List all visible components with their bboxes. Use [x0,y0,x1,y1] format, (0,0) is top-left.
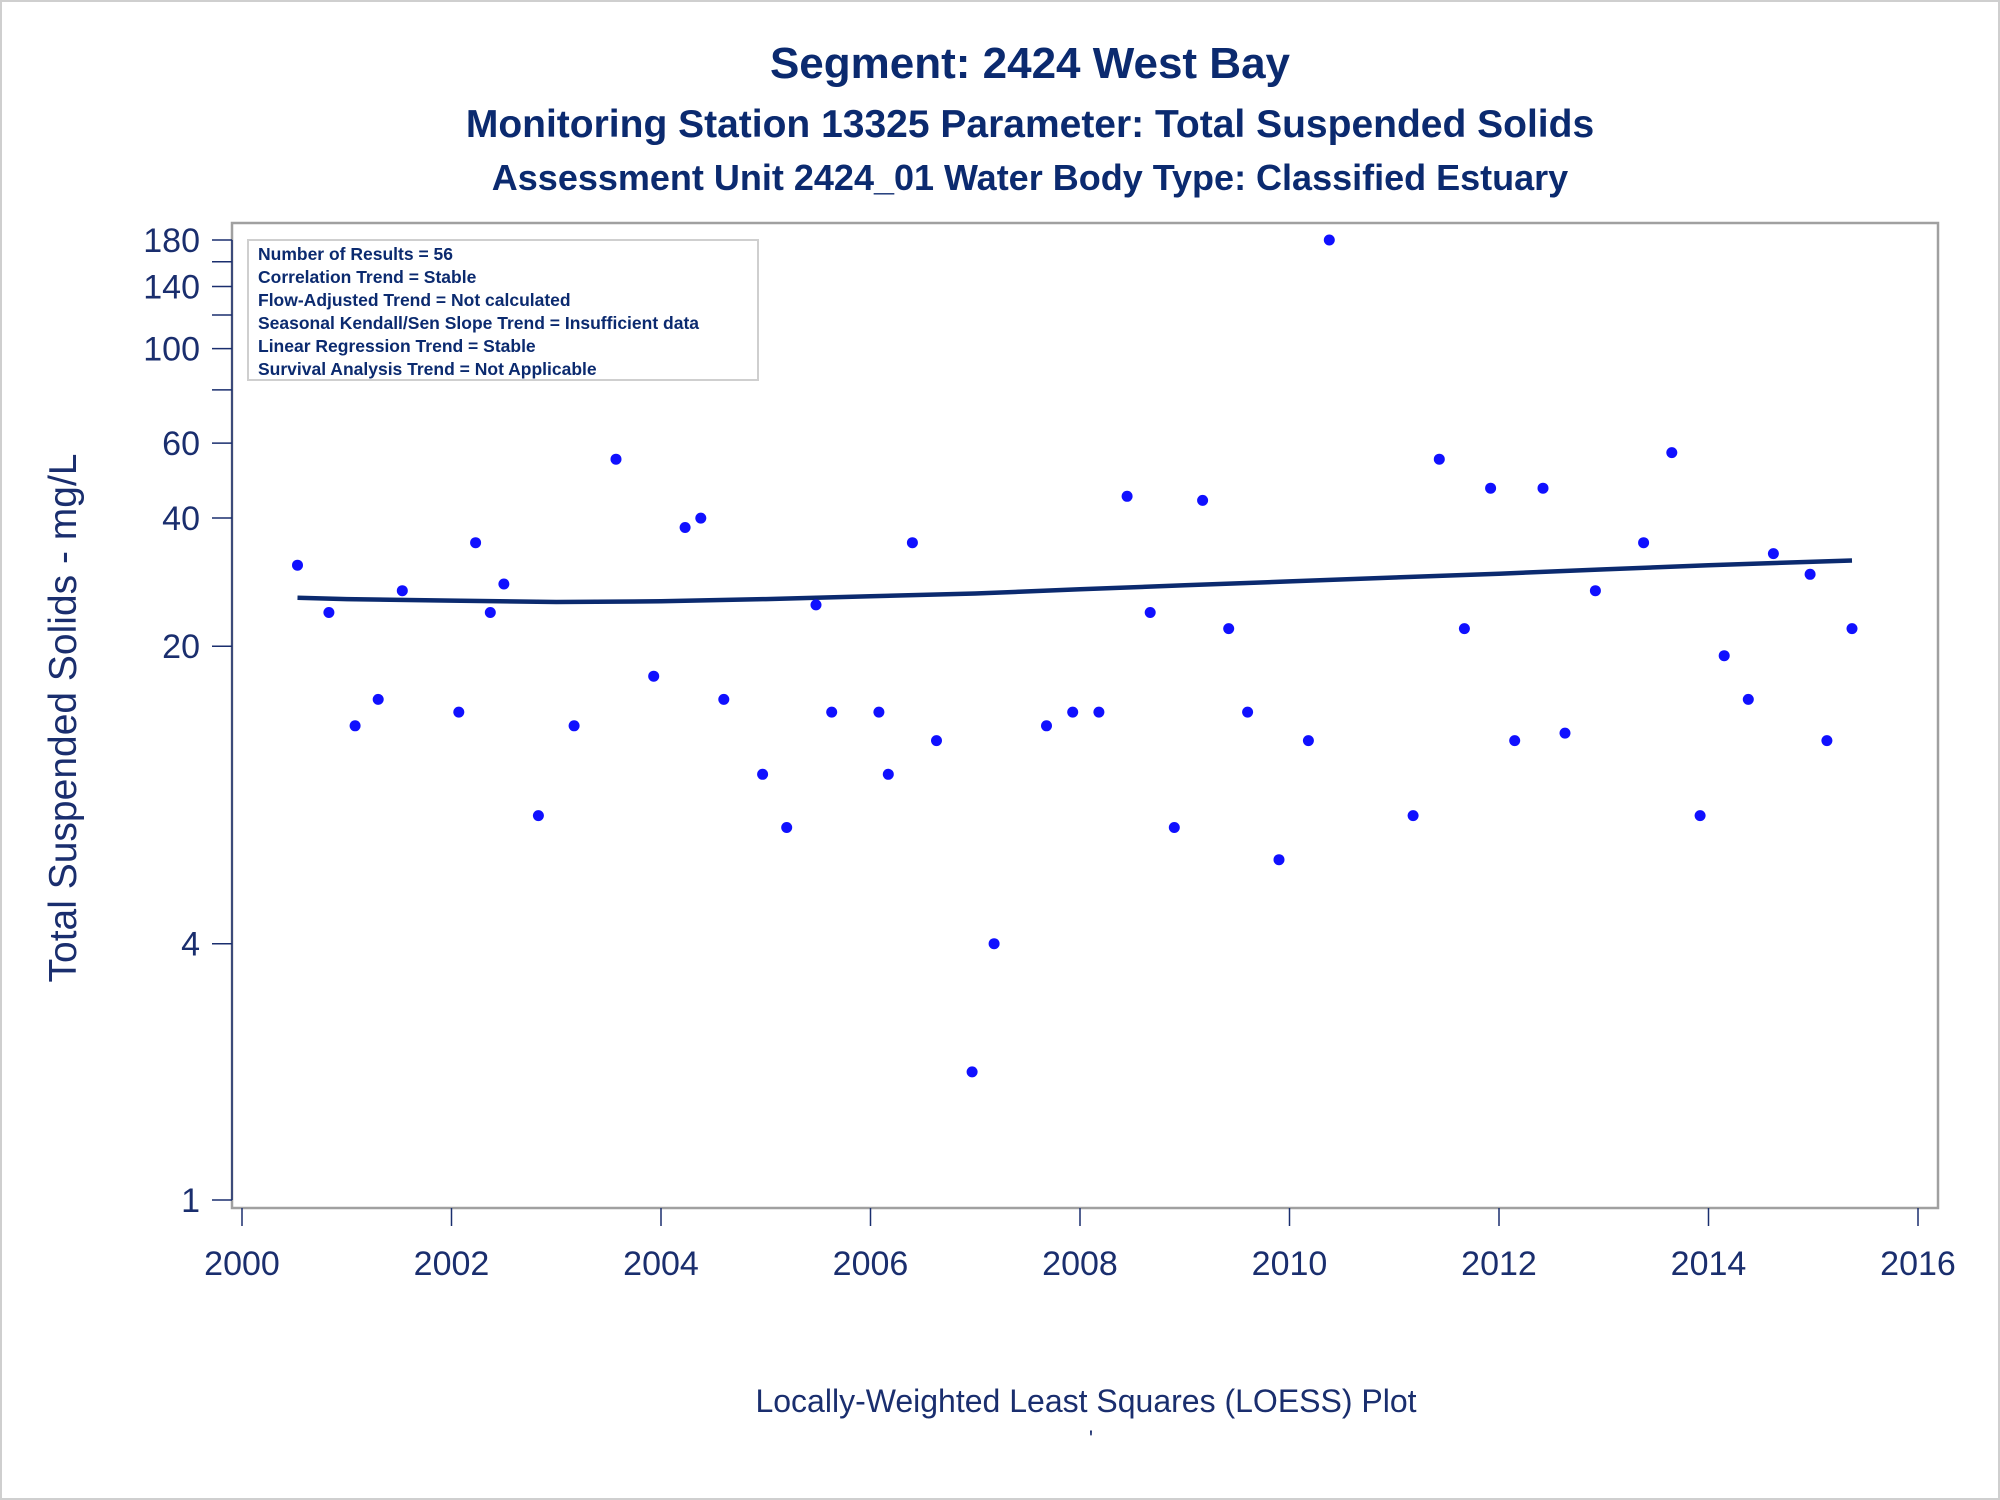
y-tick-label: 140 [143,268,200,306]
data-point [1638,537,1650,549]
data-point [931,735,942,747]
data-point [1433,453,1445,465]
data-point [1718,650,1730,662]
stats-box-lines: Number of Results = 56 Correlation Trend … [258,244,699,379]
x-tick-label: 2012 [1461,1245,1537,1283]
data-point [610,453,622,465]
data-point [1666,447,1678,459]
data-point [679,522,691,533]
chart-subtitle-2: Assessment Unit 2424_01 Water Body Type:… [492,157,1568,198]
data-point [1694,810,1706,822]
data-points-layer [292,234,1858,1078]
data-point [484,607,496,618]
x-tick-label: 2000 [204,1245,280,1283]
stats-line: Flow-Adjusted Trend = Not calculated [258,290,571,310]
stats-box [247,239,759,381]
y-tick-label: 60 [162,425,200,463]
data-point [1093,706,1105,718]
x-axis: 2000 2002 2004 2006 2008 2010 2012 2014 2016 [204,1208,1956,1283]
data-point [826,706,838,718]
stats-line: Number of Results = 56 [258,244,453,264]
data-point [1821,735,1833,747]
data-point [1485,482,1497,494]
y-tick-label: 100 [143,331,200,369]
x-tick-label: 2010 [1252,1245,1328,1283]
data-point [718,693,730,705]
data-point [372,693,384,705]
data-point [966,1066,978,1078]
data-point [1041,720,1052,732]
data-point [781,822,793,833]
data-point [1302,735,1314,747]
data-point [1144,607,1156,618]
y-tick-label: 4 [181,926,200,964]
chart-subtitle-1: Monitoring Station 13325 Parameter: Tota… [466,103,1594,146]
data-point [1121,490,1133,502]
x-tick-label: 2016 [1880,1245,1956,1283]
footer-caption: Locally-Weighted Least Squares (LOESS) P… [755,1383,1416,1419]
data-point [1589,585,1601,597]
data-point [882,768,894,780]
data-point [1223,623,1235,635]
x-tick-label: 2006 [833,1245,909,1283]
data-point [1804,568,1816,580]
data-point [1559,727,1571,739]
data-point [349,720,361,732]
y-axis-title: Total Suspended Solids - mg/L [42,454,85,983]
data-point [323,607,335,618]
data-point [498,578,510,590]
x-tick-label: 2004 [623,1245,699,1283]
data-point [873,706,885,718]
y-tick-label: 1 [181,1182,200,1220]
data-point [470,537,482,549]
loess-curve [297,558,1853,605]
data-point [1323,234,1335,246]
footer-mark: ' [1089,1426,1093,1451]
data-point [568,720,580,732]
data-point [453,706,465,718]
data-point [1407,810,1419,822]
data-point [396,585,408,597]
x-tick-label: 2002 [414,1245,490,1283]
y-axis: 1 4 20 40 60 100 140 180 [143,222,233,1220]
data-point [810,599,822,611]
data-point [1168,822,1180,833]
data-point [1242,706,1254,718]
chart-title: Segment: 2424 West Bay [770,39,1291,88]
data-point [757,768,769,780]
x-tick-label: 2014 [1671,1245,1747,1283]
y-tick-label: 180 [143,222,200,260]
data-point [1537,482,1549,494]
stats-line: Survival Analysis Trend = Not Applicable [258,359,597,379]
data-point [1767,548,1779,560]
data-point [1742,693,1754,705]
stats-line: Seasonal Kendall/Sen Slope Trend = Insuf… [258,313,699,333]
data-point [292,559,303,571]
y-tick-label: 40 [162,500,200,538]
stats-line: Correlation Trend = Stable [258,267,477,287]
data-point [906,537,918,549]
data-point [1846,623,1858,635]
data-point [532,810,544,822]
y-tick-label: 20 [162,628,200,666]
x-tick-label: 2008 [1042,1245,1118,1283]
data-point [988,938,1000,950]
loess-curve-layer [297,558,1853,605]
stats-line: Linear Regression Trend = Stable [258,336,536,356]
data-point [1458,623,1470,635]
data-point [1067,706,1079,718]
data-point [1197,494,1209,506]
data-point [1509,735,1521,747]
data-point [648,670,660,682]
data-point [1273,854,1285,866]
data-point [695,512,707,524]
